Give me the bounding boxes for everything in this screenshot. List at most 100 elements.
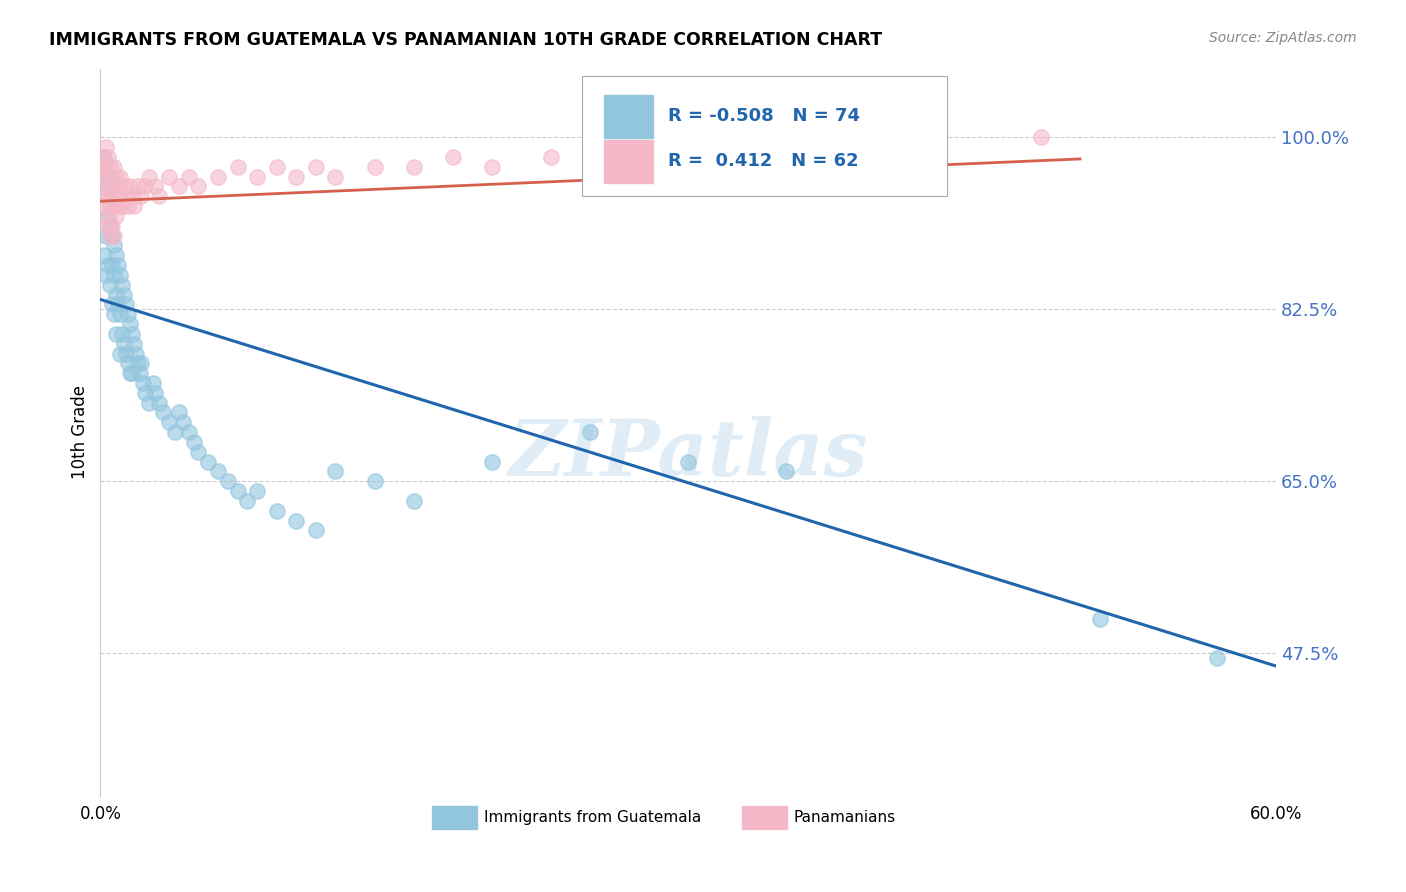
Point bbox=[131, 356, 153, 370]
Point bbox=[1206, 651, 1229, 665]
FancyBboxPatch shape bbox=[603, 140, 652, 183]
Point bbox=[775, 465, 797, 479]
Point bbox=[91, 150, 114, 164]
Point bbox=[197, 455, 219, 469]
Point bbox=[105, 189, 128, 203]
Point bbox=[98, 199, 121, 213]
Point bbox=[107, 297, 129, 311]
Point bbox=[98, 277, 121, 292]
Point bbox=[481, 160, 503, 174]
Point bbox=[148, 395, 170, 409]
Point bbox=[98, 219, 121, 233]
Point bbox=[108, 189, 131, 203]
Point bbox=[103, 228, 125, 243]
Point bbox=[105, 287, 128, 301]
Point bbox=[97, 219, 120, 233]
Text: R = -0.508   N = 74: R = -0.508 N = 74 bbox=[668, 107, 860, 125]
Point bbox=[226, 484, 249, 499]
Point bbox=[118, 317, 141, 331]
Point bbox=[117, 356, 139, 370]
Y-axis label: 10th Grade: 10th Grade bbox=[72, 385, 89, 479]
Point bbox=[187, 444, 209, 458]
Point bbox=[167, 179, 190, 194]
Point bbox=[108, 346, 131, 360]
Point bbox=[91, 160, 114, 174]
Point bbox=[103, 199, 125, 213]
Point bbox=[172, 415, 194, 429]
Point bbox=[114, 189, 136, 203]
Point bbox=[101, 258, 124, 272]
Point bbox=[98, 169, 121, 184]
Point bbox=[122, 336, 145, 351]
Point bbox=[105, 169, 128, 184]
Point bbox=[112, 287, 135, 301]
Point bbox=[96, 268, 118, 282]
Point bbox=[121, 189, 143, 203]
Text: R =  0.412   N = 62: R = 0.412 N = 62 bbox=[668, 153, 859, 170]
Point bbox=[207, 169, 229, 184]
Point bbox=[152, 405, 174, 419]
Point bbox=[96, 140, 118, 154]
Point bbox=[363, 160, 385, 174]
Point bbox=[177, 425, 200, 439]
Text: Panamanians: Panamanians bbox=[793, 810, 896, 825]
Point bbox=[97, 169, 120, 184]
Point bbox=[121, 366, 143, 380]
Point bbox=[246, 169, 269, 184]
Point bbox=[101, 219, 124, 233]
Point bbox=[107, 258, 129, 272]
Point bbox=[111, 326, 134, 341]
Point bbox=[127, 356, 149, 370]
FancyBboxPatch shape bbox=[603, 95, 652, 137]
Point bbox=[111, 277, 134, 292]
Point bbox=[117, 307, 139, 321]
Point bbox=[266, 160, 288, 174]
Point bbox=[266, 504, 288, 518]
Point bbox=[163, 425, 186, 439]
Point bbox=[1029, 130, 1052, 145]
Point bbox=[177, 169, 200, 184]
Point bbox=[114, 297, 136, 311]
Point bbox=[107, 179, 129, 194]
Point bbox=[131, 189, 153, 203]
Point bbox=[103, 238, 125, 252]
Point bbox=[117, 199, 139, 213]
Point bbox=[112, 336, 135, 351]
Point bbox=[157, 415, 180, 429]
Point bbox=[105, 326, 128, 341]
Point bbox=[98, 160, 121, 174]
Text: IMMIGRANTS FROM GUATEMALA VS PANAMANIAN 10TH GRADE CORRELATION CHART: IMMIGRANTS FROM GUATEMALA VS PANAMANIAN … bbox=[49, 31, 883, 49]
Point bbox=[207, 465, 229, 479]
FancyBboxPatch shape bbox=[582, 76, 946, 195]
Point bbox=[121, 326, 143, 341]
Point bbox=[96, 209, 118, 223]
Point bbox=[96, 179, 118, 194]
Point bbox=[101, 228, 124, 243]
Point bbox=[134, 179, 156, 194]
Point bbox=[132, 376, 155, 390]
Point bbox=[93, 248, 115, 262]
Point bbox=[148, 189, 170, 203]
Point bbox=[540, 150, 562, 164]
Point bbox=[325, 465, 347, 479]
Point bbox=[101, 189, 124, 203]
Point bbox=[93, 199, 115, 213]
Point bbox=[122, 199, 145, 213]
Point bbox=[98, 228, 121, 243]
Point bbox=[96, 160, 118, 174]
Point bbox=[638, 150, 661, 164]
Point bbox=[676, 455, 699, 469]
Point bbox=[138, 395, 160, 409]
Point bbox=[97, 209, 120, 223]
Point bbox=[134, 385, 156, 400]
Point bbox=[93, 169, 115, 184]
Point bbox=[103, 268, 125, 282]
Point bbox=[108, 169, 131, 184]
Point bbox=[101, 297, 124, 311]
Point bbox=[157, 169, 180, 184]
Point bbox=[97, 150, 120, 164]
Point bbox=[111, 199, 134, 213]
Point bbox=[441, 150, 464, 164]
Point bbox=[108, 268, 131, 282]
Point bbox=[108, 307, 131, 321]
